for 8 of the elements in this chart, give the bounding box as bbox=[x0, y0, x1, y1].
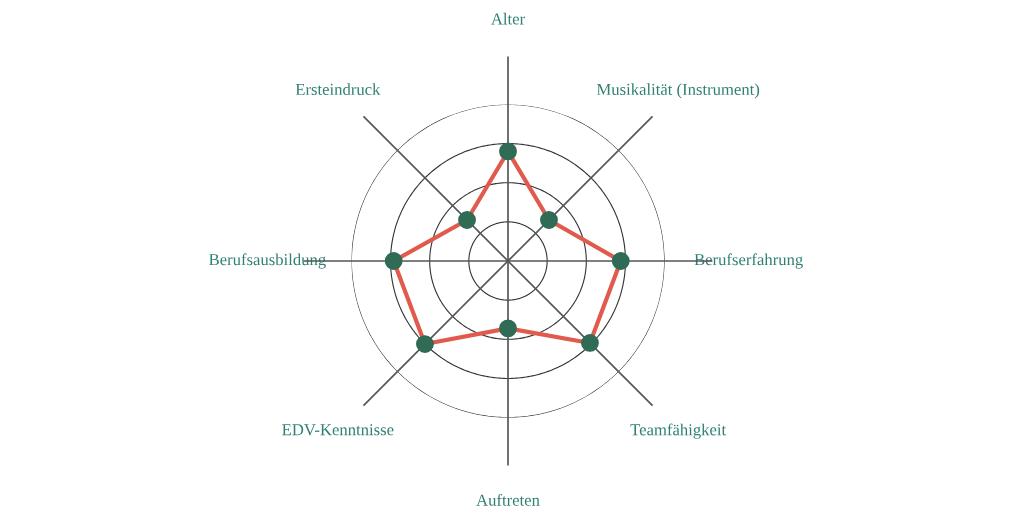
spoke-label: Auftreten bbox=[476, 493, 540, 506]
spoke-label: Musikalität (Instrument) bbox=[596, 83, 760, 99]
spoke-label: Teamfähigkeit bbox=[630, 423, 727, 439]
spoke-label: Berufsausbildung bbox=[209, 253, 326, 269]
spoke-label: EDV-Kenntnisse bbox=[282, 424, 394, 436]
spoke-label: Ersteindruck bbox=[295, 83, 381, 96]
spoke-label: Alter bbox=[491, 12, 525, 25]
spoke-label: Berufserfahrung bbox=[694, 253, 803, 269]
